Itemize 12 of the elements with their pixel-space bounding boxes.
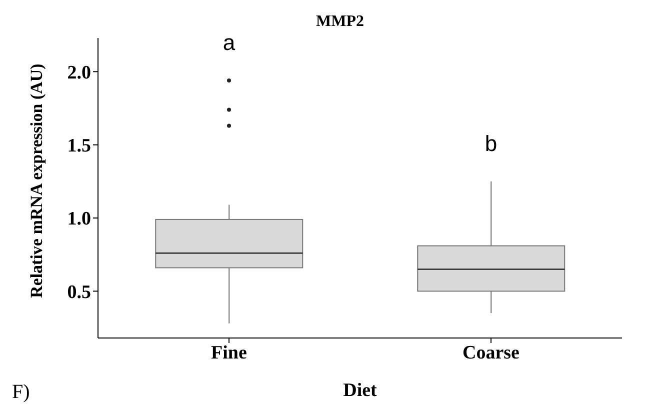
annotation: b xyxy=(484,131,498,156)
y-tick-label: 0.5 xyxy=(67,282,91,303)
y-tick-label: 1.5 xyxy=(67,136,91,157)
x-tick-label: Fine xyxy=(211,342,247,364)
y-axis-title: Relative mRNA expression (AU) xyxy=(27,64,46,298)
annotation: a xyxy=(222,30,236,56)
y-tick-label: 2.0 xyxy=(67,62,91,84)
chart-title: MMP2 xyxy=(316,13,364,30)
y-tick-label: 1.0 xyxy=(67,208,91,230)
x-tick-label: Coarse xyxy=(462,342,520,364)
x-axis-title: Diet xyxy=(343,380,378,401)
text: F) xyxy=(12,381,30,404)
